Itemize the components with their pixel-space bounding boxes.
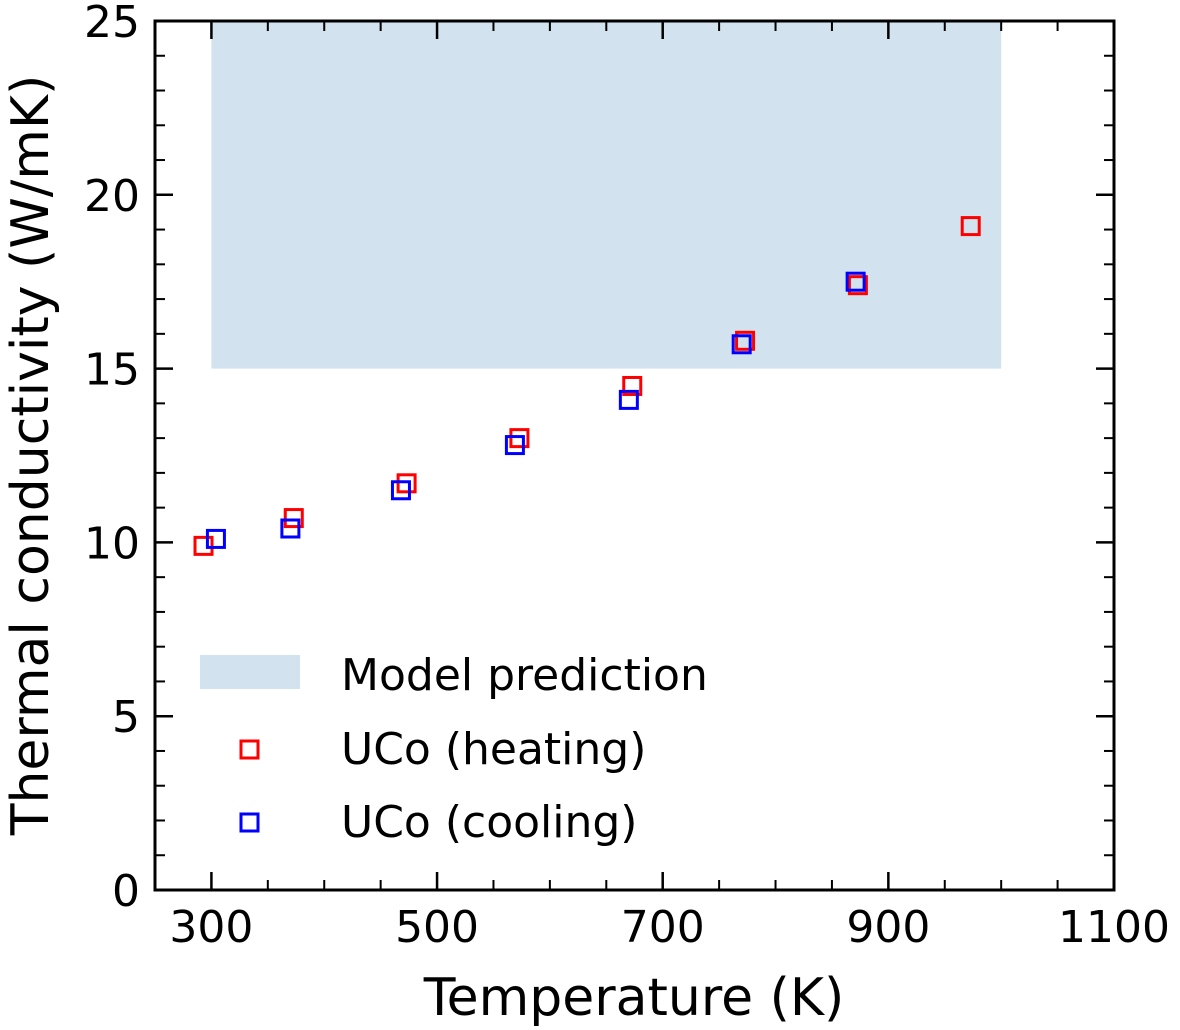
heating-point (622, 375, 643, 396)
y-tick-label: 5 (112, 692, 140, 743)
shaded-regions (211, 21, 1002, 369)
y-tick-label: 20 (84, 171, 140, 222)
plot-frame (153, 19, 1116, 892)
x-tick-label: 900 (846, 902, 930, 953)
minor-ticks (154, 21, 1114, 890)
cooling-point (390, 480, 411, 501)
y-axis-title: Thermal conductivity (W/mK) (1, 75, 61, 837)
cooling-point (504, 435, 525, 456)
x-tick-label: 500 (395, 902, 479, 953)
y-tick-label: 0 (112, 866, 140, 917)
legend-label-model-prediction: Model prediction (341, 650, 708, 701)
cooling-point (618, 389, 639, 410)
y-tick-label: 25 (84, 0, 140, 48)
heating-point (847, 275, 868, 296)
heating-point (735, 330, 756, 351)
heating-point (193, 535, 214, 556)
cooling-point (205, 528, 226, 549)
tick-labels: 300 500 700 900 1100 0 5 10 15 20 25 (84, 0, 1170, 953)
legend-swatch-model-prediction (200, 655, 300, 689)
legend-label-cooling: UCo (cooling) (341, 797, 637, 848)
heating-point (960, 216, 981, 237)
heating-point (509, 428, 530, 449)
x-axis-title: Temperature (K) (423, 968, 845, 1028)
heating-point (283, 508, 304, 529)
x-tick-label: 1100 (1058, 902, 1170, 953)
x-tick-label: 300 (169, 902, 253, 953)
x-tick-label: 700 (621, 902, 705, 953)
model-prediction-region (211, 21, 1002, 369)
cooling-point (731, 334, 752, 355)
legend: Model prediction UCo (heating) UCo (cool… (200, 650, 708, 848)
data-series (193, 216, 981, 556)
cooling-point (845, 271, 866, 292)
legend-marker-cooling (239, 812, 260, 833)
y-tick-label: 15 (84, 345, 140, 396)
heating-point (396, 473, 417, 494)
y-tick-label: 10 (84, 518, 140, 569)
legend-label-heating: UCo (heating) (341, 724, 646, 775)
cooling-point (280, 518, 301, 539)
legend-marker-heating (239, 739, 260, 760)
